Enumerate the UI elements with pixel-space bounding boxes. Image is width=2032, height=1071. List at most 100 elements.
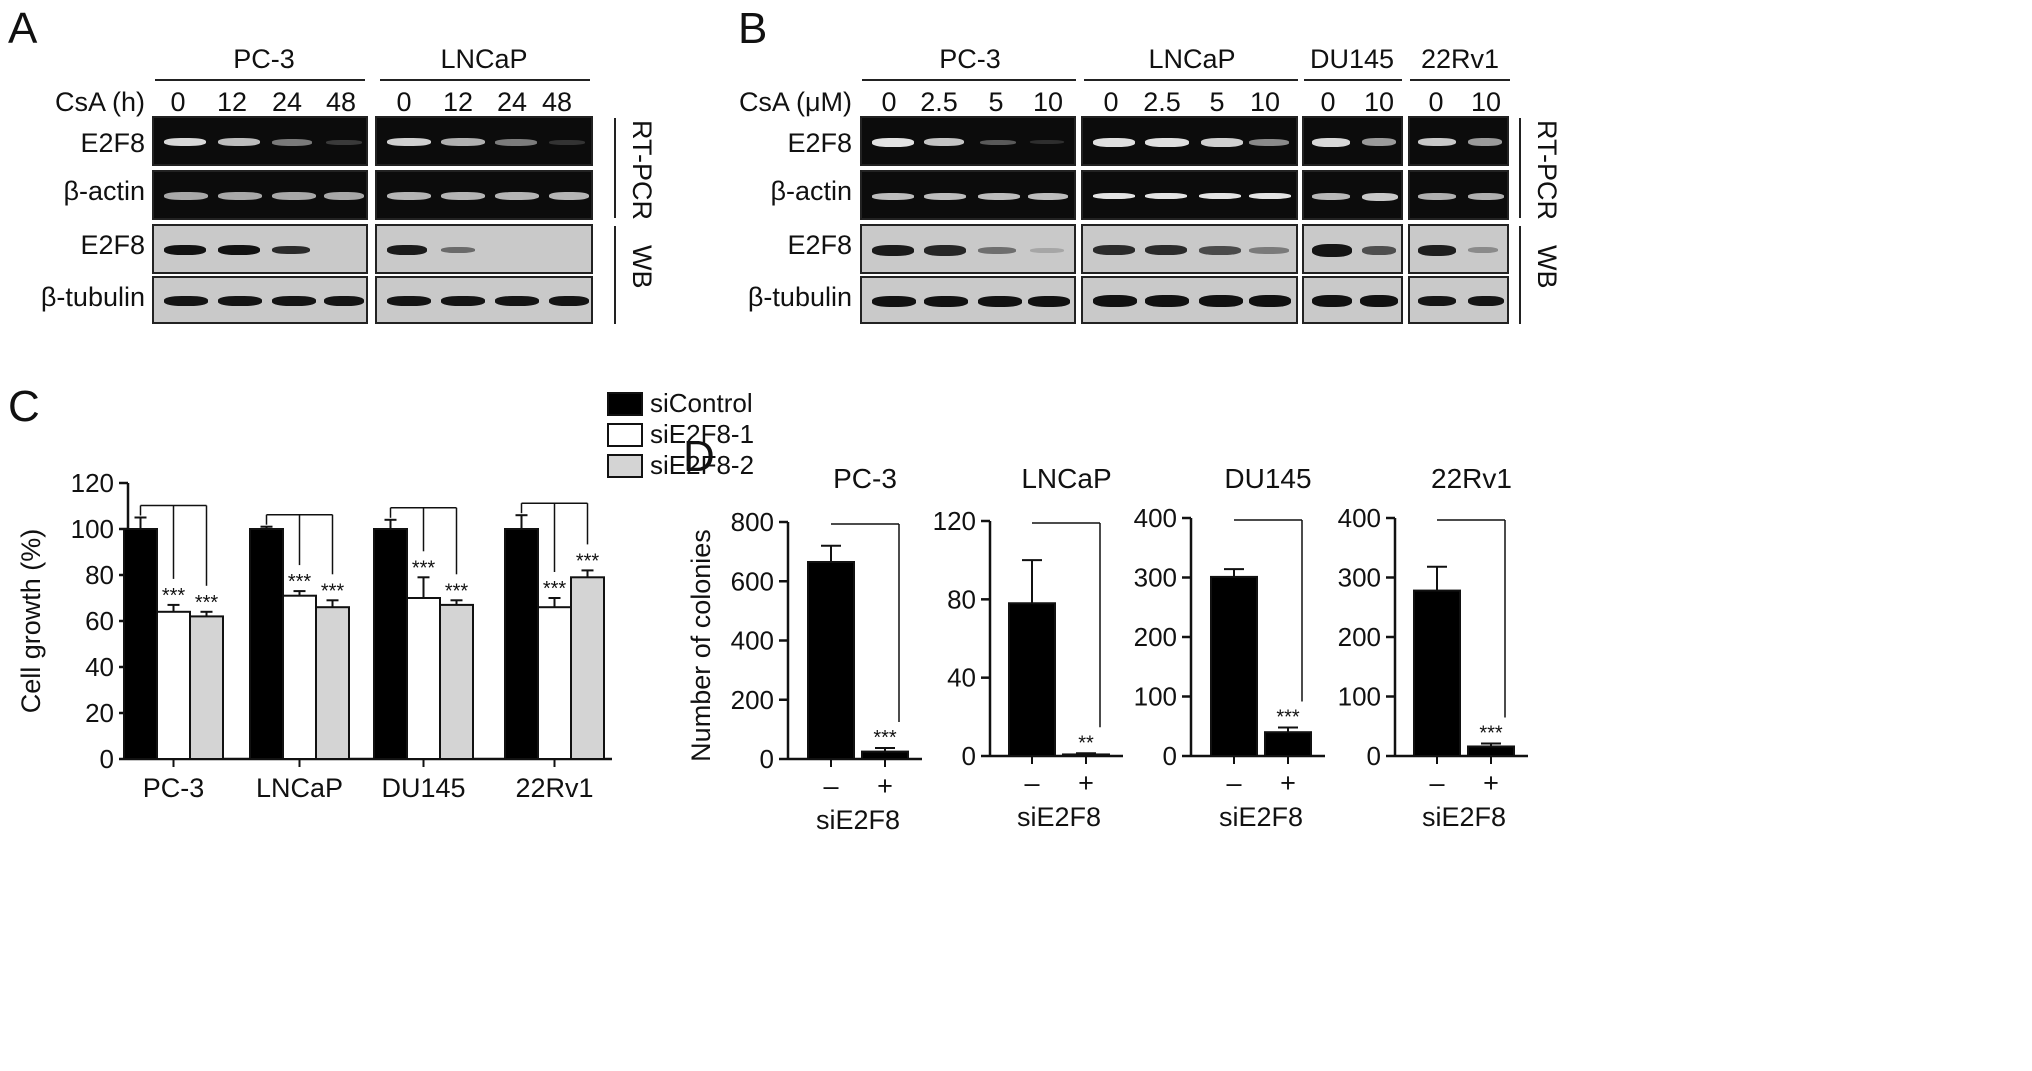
x-tick-label: – (1226, 768, 1241, 798)
bar (406, 597, 441, 760)
bar (1210, 575, 1258, 758)
bracket-line (1519, 118, 1521, 218)
lane-label: 10 (1032, 87, 1064, 117)
gel-image (152, 224, 368, 274)
y-tick-label: 0 (1163, 741, 1177, 771)
chart-title: DU145 (1224, 463, 1311, 494)
gel-image (1408, 224, 1509, 274)
bar (315, 606, 350, 761)
x-tick-label: – (1429, 768, 1444, 798)
y-tick-label: 400 (1134, 503, 1177, 533)
lane-label: 5 (1209, 87, 1225, 117)
lane-label: 10 (1470, 87, 1502, 117)
lane-label: 0 (881, 87, 897, 117)
y-tick-label: 100 (1134, 682, 1177, 712)
gel-image (1302, 224, 1403, 274)
y-tick-label: 40 (947, 663, 976, 693)
significance-label: *** (195, 592, 219, 614)
group-underline (1304, 79, 1402, 81)
bar (282, 594, 317, 761)
gel-image (152, 276, 368, 324)
significance-label: *** (412, 557, 436, 579)
y-tick-label: 120 (933, 506, 976, 536)
bar (1264, 731, 1312, 758)
chart-title: LNCaP (1021, 463, 1111, 494)
y-tick-label: 80 (85, 560, 114, 590)
lane-label: 0 (1103, 87, 1119, 117)
y-tick-label: 400 (1338, 503, 1381, 533)
y-tick-label: 120 (71, 468, 114, 498)
y-tick-label: 60 (85, 606, 114, 636)
lane-label: 24 (496, 87, 528, 117)
panel-label-d: D (683, 432, 715, 481)
x-tick-label: + (1078, 768, 1094, 798)
bracket-line (1519, 226, 1521, 324)
row-label-e2f8-wb: E2F8 (80, 230, 145, 260)
significance-label: *** (162, 585, 186, 607)
x-tick-label: + (1280, 768, 1296, 798)
lane-label: 12 (216, 87, 248, 117)
x-tick-label: – (823, 771, 838, 801)
gel-image (1408, 170, 1509, 220)
group-label-22rv1: 22Rv1 (1420, 44, 1500, 74)
lane-label: 10 (1249, 87, 1281, 117)
y-tick-label: 300 (1338, 563, 1381, 593)
legend-swatch (607, 454, 643, 478)
lane-label: 0 (1428, 87, 1444, 117)
y-tick-label: 100 (1338, 682, 1381, 712)
bar (504, 528, 539, 760)
gel-image (1081, 276, 1298, 324)
y-tick-label: 200 (1338, 622, 1381, 652)
legend-swatch (607, 423, 643, 447)
row-label-beta-actin: β-actin (770, 176, 852, 206)
gel-image (375, 224, 593, 274)
panel-label-c: C (8, 382, 40, 431)
lane-label: 12 (442, 87, 474, 117)
significance-label: *** (1479, 723, 1503, 745)
gel-image (152, 116, 368, 166)
lane-label: 10 (1363, 87, 1395, 117)
gel-image (1408, 276, 1509, 324)
gel-image (375, 276, 593, 324)
gel-image (1081, 224, 1298, 274)
lane-label: 24 (271, 87, 303, 117)
gel-image (1302, 116, 1403, 166)
group-label-lncap: LNCaP (1148, 44, 1236, 74)
bar (570, 576, 605, 760)
row-label-beta-tubulin: β-tubulin (40, 282, 145, 312)
gel-image (375, 170, 593, 220)
gel-image (1081, 116, 1298, 166)
bar (1413, 589, 1461, 758)
y-tick-label: 200 (731, 685, 774, 715)
significance-label: *** (543, 578, 567, 600)
bar (123, 528, 158, 760)
gel-image (375, 116, 593, 166)
treatment-label: CsA (h) (54, 87, 145, 117)
gel-image (860, 170, 1076, 220)
x-axis-label: siE2F8 (816, 805, 900, 835)
row-label-beta-actin: β-actin (63, 176, 145, 206)
y-tick-label: 40 (85, 652, 114, 682)
significance-label: *** (445, 580, 469, 602)
row-label-e2f8-wb: E2F8 (787, 230, 852, 260)
group-underline (1410, 79, 1510, 81)
bar (861, 750, 909, 760)
lane-label: 0 (396, 87, 412, 117)
lane-label: 2.5 (1143, 87, 1181, 117)
y-tick-label: 80 (947, 584, 976, 614)
legend-label: siE2F8-1 (650, 419, 754, 449)
gel-image (152, 170, 368, 220)
significance-label: *** (873, 727, 897, 749)
y-tick-label: 300 (1134, 563, 1177, 593)
panel-label-b: B (738, 4, 768, 53)
significance-label: *** (288, 571, 312, 593)
gel-image (1408, 116, 1509, 166)
x-axis-label: siE2F8 (1219, 802, 1303, 832)
bracket-line (614, 226, 616, 324)
row-label-beta-tubulin: β-tubulin (747, 282, 852, 312)
bar (1008, 602, 1056, 757)
legend-label: siControl (650, 388, 753, 418)
group-label-lncap: LNCaP (440, 44, 528, 74)
bracket-line (614, 118, 616, 218)
